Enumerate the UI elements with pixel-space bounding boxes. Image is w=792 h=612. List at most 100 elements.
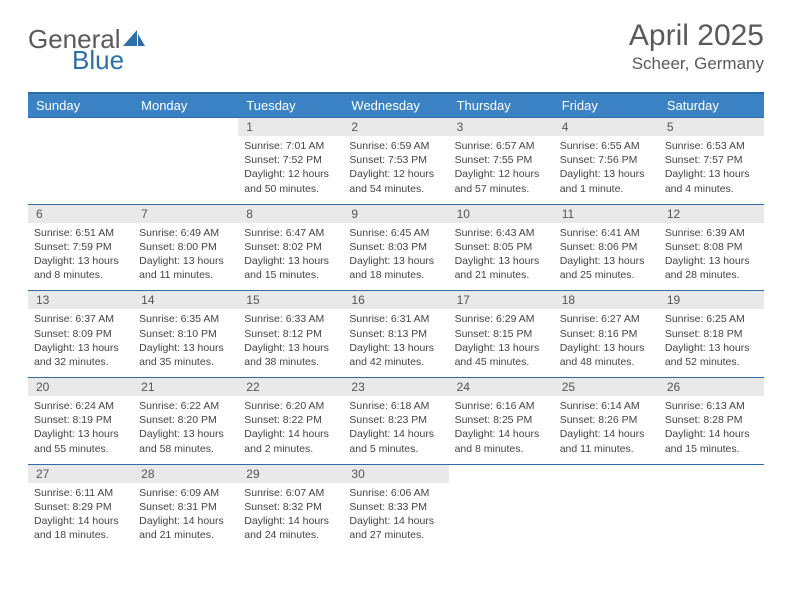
day-detail-line: Sunset: 8:10 PM [139,327,232,341]
calendar-day-cell: 23Sunrise: 6:18 AMSunset: 8:23 PMDayligh… [343,378,448,465]
day-detail-line: Sunset: 8:02 PM [244,240,337,254]
day-detail-line: Daylight: 13 hours and 15 minutes. [244,254,337,282]
day-detail-line: Sunrise: 7:01 AM [244,139,337,153]
day-detail-line: Sunrise: 6:09 AM [139,486,232,500]
day-details: Sunrise: 6:35 AMSunset: 8:10 PMDaylight:… [133,309,238,377]
sail-icon [123,35,145,52]
day-detail-line: Sunset: 8:28 PM [665,413,758,427]
day-detail-line: Sunset: 8:23 PM [349,413,442,427]
day-number: 24 [449,378,554,396]
day-detail-line: Sunrise: 6:31 AM [349,312,442,326]
day-detail-line: Sunrise: 6:45 AM [349,226,442,240]
calendar-day-cell: 5Sunrise: 6:53 AMSunset: 7:57 PMDaylight… [659,118,764,205]
day-detail-line: Daylight: 13 hours and 32 minutes. [34,341,127,369]
calendar-day-cell: 7Sunrise: 6:49 AMSunset: 8:00 PMDaylight… [133,204,238,291]
calendar-day-cell: 18Sunrise: 6:27 AMSunset: 8:16 PMDayligh… [554,291,659,378]
day-number: 29 [238,465,343,483]
day-detail-line: Sunrise: 6:33 AM [244,312,337,326]
calendar-day-cell: 12Sunrise: 6:39 AMSunset: 8:08 PMDayligh… [659,204,764,291]
calendar-day-cell: 4Sunrise: 6:55 AMSunset: 7:56 PMDaylight… [554,118,659,205]
day-number: 23 [343,378,448,396]
calendar-day-cell: 26Sunrise: 6:13 AMSunset: 8:28 PMDayligh… [659,378,764,465]
day-detail-line: Sunset: 8:26 PM [560,413,653,427]
day-detail-line: Sunset: 8:20 PM [139,413,232,427]
day-detail-line: Sunrise: 6:53 AM [665,139,758,153]
day-number: 13 [28,291,133,309]
day-details [28,124,133,184]
day-detail-line: Sunset: 7:56 PM [560,153,653,167]
day-number: 5 [659,118,764,136]
day-detail-line: Daylight: 14 hours and 18 minutes. [34,514,127,542]
day-detail-line: Sunrise: 6:06 AM [349,486,442,500]
calendar-header-row: Sunday Monday Tuesday Wednesday Thursday… [28,93,764,118]
calendar-day-cell: 1Sunrise: 7:01 AMSunset: 7:52 PMDaylight… [238,118,343,205]
day-detail-line: Sunset: 8:32 PM [244,500,337,514]
day-detail-line: Daylight: 13 hours and 48 minutes. [560,341,653,369]
day-details: Sunrise: 6:20 AMSunset: 8:22 PMDaylight:… [238,396,343,464]
day-details: Sunrise: 6:33 AMSunset: 8:12 PMDaylight:… [238,309,343,377]
calendar-day-cell: 3Sunrise: 6:57 AMSunset: 7:55 PMDaylight… [449,118,554,205]
calendar-day-cell: 20Sunrise: 6:24 AMSunset: 8:19 PMDayligh… [28,378,133,465]
day-detail-line: Sunrise: 6:43 AM [455,226,548,240]
calendar-day-cell: 2Sunrise: 6:59 AMSunset: 7:53 PMDaylight… [343,118,448,205]
day-details: Sunrise: 6:13 AMSunset: 8:28 PMDaylight:… [659,396,764,464]
calendar-day-cell: 21Sunrise: 6:22 AMSunset: 8:20 PMDayligh… [133,378,238,465]
day-details: Sunrise: 6:55 AMSunset: 7:56 PMDaylight:… [554,136,659,204]
day-detail-line: Daylight: 14 hours and 11 minutes. [560,427,653,455]
day-detail-line: Sunset: 8:00 PM [139,240,232,254]
day-detail-line: Daylight: 13 hours and 52 minutes. [665,341,758,369]
day-detail-line: Sunrise: 6:18 AM [349,399,442,413]
day-details: Sunrise: 6:39 AMSunset: 8:08 PMDaylight:… [659,223,764,291]
day-header: Sunday [28,93,133,118]
day-number: 25 [554,378,659,396]
day-details: Sunrise: 6:29 AMSunset: 8:15 PMDaylight:… [449,309,554,377]
day-number: 14 [133,291,238,309]
day-detail-line: Sunrise: 6:41 AM [560,226,653,240]
day-detail-line: Sunset: 7:55 PM [455,153,548,167]
day-detail-line: Sunrise: 6:47 AM [244,226,337,240]
day-detail-line: Sunset: 8:15 PM [455,327,548,341]
day-details: Sunrise: 6:37 AMSunset: 8:09 PMDaylight:… [28,309,133,377]
day-details: Sunrise: 6:31 AMSunset: 8:13 PMDaylight:… [343,309,448,377]
brand-name-part2: Blue [72,45,124,75]
calendar-table: Sunday Monday Tuesday Wednesday Thursday… [28,92,764,550]
calendar-day-cell: 11Sunrise: 6:41 AMSunset: 8:06 PMDayligh… [554,204,659,291]
day-details: Sunrise: 6:25 AMSunset: 8:18 PMDaylight:… [659,309,764,377]
day-details: Sunrise: 6:07 AMSunset: 8:32 PMDaylight:… [238,483,343,551]
day-details [133,124,238,184]
day-detail-line: Daylight: 14 hours and 8 minutes. [455,427,548,455]
day-detail-line: Daylight: 12 hours and 54 minutes. [349,167,442,195]
day-number: 22 [238,378,343,396]
day-details: Sunrise: 6:59 AMSunset: 7:53 PMDaylight:… [343,136,448,204]
day-detail-line: Daylight: 13 hours and 42 minutes. [349,341,442,369]
day-detail-line: Sunrise: 6:20 AM [244,399,337,413]
day-detail-line: Sunrise: 6:29 AM [455,312,548,326]
calendar-day-cell [449,464,554,550]
day-header: Tuesday [238,93,343,118]
day-detail-line: Sunrise: 6:27 AM [560,312,653,326]
day-number: 4 [554,118,659,136]
day-detail-line: Daylight: 13 hours and 1 minute. [560,167,653,195]
day-number: 21 [133,378,238,396]
day-number: 3 [449,118,554,136]
day-details: Sunrise: 6:11 AMSunset: 8:29 PMDaylight:… [28,483,133,551]
calendar-day-cell: 14Sunrise: 6:35 AMSunset: 8:10 PMDayligh… [133,291,238,378]
day-number: 11 [554,205,659,223]
day-number: 2 [343,118,448,136]
day-detail-line: Daylight: 13 hours and 38 minutes. [244,341,337,369]
calendar-week-row: 27Sunrise: 6:11 AMSunset: 8:29 PMDayligh… [28,464,764,550]
calendar-week-row: 1Sunrise: 7:01 AMSunset: 7:52 PMDaylight… [28,118,764,205]
day-details: Sunrise: 6:41 AMSunset: 8:06 PMDaylight:… [554,223,659,291]
day-detail-line: Daylight: 13 hours and 21 minutes. [455,254,548,282]
day-detail-line: Daylight: 13 hours and 45 minutes. [455,341,548,369]
day-number: 27 [28,465,133,483]
day-number: 16 [343,291,448,309]
month-title: April 2025 [629,20,764,52]
day-detail-line: Daylight: 14 hours and 2 minutes. [244,427,337,455]
day-number: 12 [659,205,764,223]
title-block: April 2025 Scheer, Germany [629,20,764,74]
day-detail-line: Daylight: 14 hours and 24 minutes. [244,514,337,542]
day-number: 9 [343,205,448,223]
day-detail-line: Sunrise: 6:37 AM [34,312,127,326]
day-detail-line: Daylight: 13 hours and 4 minutes. [665,167,758,195]
